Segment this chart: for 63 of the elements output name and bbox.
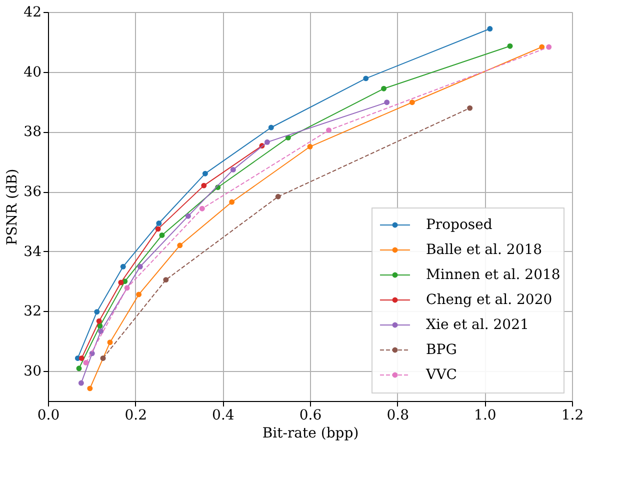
point [124, 285, 130, 291]
point [363, 76, 369, 82]
y-axis-title: PSNR (dB) [4, 168, 21, 246]
point [107, 340, 113, 346]
y-tick-label: 34 [24, 244, 42, 260]
point [381, 86, 387, 92]
point [156, 220, 162, 226]
legend-label: Balle et al. 2018 [426, 242, 542, 258]
point [78, 380, 84, 386]
x-tick-label: 0.0 [37, 408, 60, 424]
legend-label: Cheng et al. 2020 [426, 292, 552, 308]
point [76, 366, 82, 372]
point [546, 44, 552, 50]
point [137, 264, 143, 270]
point [384, 100, 390, 106]
point [230, 166, 236, 172]
legend-label: Xie et al. 2021 [426, 317, 529, 333]
point [487, 26, 493, 32]
point [177, 242, 183, 248]
y-tick-label: 40 [24, 64, 42, 80]
point [94, 309, 100, 315]
y-tick-label: 32 [24, 304, 42, 320]
legend-label: VVC [425, 367, 457, 383]
legend-label: BPG [426, 342, 457, 358]
point [264, 139, 270, 145]
point [155, 226, 161, 232]
x-tick-label: 1.2 [561, 408, 584, 424]
point [78, 355, 84, 361]
y-tick-label: 42 [24, 4, 42, 20]
point [199, 206, 205, 212]
point [268, 124, 274, 130]
x-tick-label: 0.4 [212, 408, 234, 424]
point [185, 213, 191, 219]
y-tick-label: 38 [24, 124, 42, 140]
y-tick-label: 30 [24, 364, 42, 380]
point [409, 100, 415, 106]
point [98, 328, 104, 334]
point [87, 386, 93, 392]
point [163, 277, 169, 283]
y-tick-label: 36 [24, 184, 42, 200]
x-tick-label: 0.2 [124, 408, 147, 424]
point [202, 170, 208, 176]
point [229, 199, 235, 205]
point [326, 127, 332, 133]
point [97, 323, 103, 329]
legend-label: Minnen et al. 2018 [426, 267, 560, 283]
legend-label: Proposed [426, 217, 492, 233]
point [507, 43, 513, 49]
point [83, 360, 89, 366]
x-tick-label: 0.6 [299, 408, 322, 424]
point [201, 182, 207, 188]
point [159, 232, 165, 238]
point [275, 194, 281, 200]
x-tick-label: 1.0 [474, 408, 496, 424]
point [96, 318, 102, 324]
point [307, 144, 313, 150]
point [120, 264, 126, 270]
point [118, 280, 124, 286]
point [100, 355, 106, 361]
x-axis-title: Bit-rate (bpp) [262, 426, 359, 442]
point [136, 292, 142, 298]
point [467, 105, 473, 111]
x-tick-label: 0.8 [386, 408, 409, 424]
